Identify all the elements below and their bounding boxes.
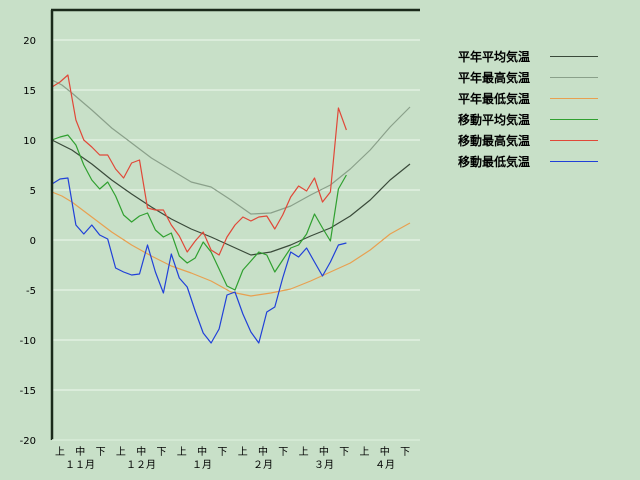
y-tick-label: 0 [30,236,36,247]
x-dekad-label: 下 [217,447,227,458]
legend: 平年平均気温 平年最高気温 平年最低気温 移動平均気温 移動最高気温 移動最低気… [458,46,598,172]
x-month-label: ４月 [375,459,395,471]
x-dekad-label: 上 [360,446,370,458]
x-dekad-label: 上 [116,446,126,458]
x-axis-tick-labels: 上中下上中下上中下上中下上中下上中下１１月 １２月 １月 ２月 ３月 ４月 [55,445,410,471]
x-month-label: ３月 [314,459,334,471]
x-dekad-label: 中 [197,445,207,458]
x-dekad-label: 上 [299,446,309,458]
x-dekad-label: 中 [75,445,85,458]
series-line-3 [51,134,347,291]
legend-swatch [550,161,598,162]
y-tick-label: 15 [23,86,36,97]
x-dekad-label: 下 [157,447,167,458]
legend-item: 移動最低気温 [458,151,598,172]
x-dekad-label: 下 [339,447,349,458]
x-dekad-label: 中 [136,445,146,458]
legend-item: 平年平均気温 [458,46,598,67]
x-month-label: １２月 [126,459,156,471]
legend-item: 移動最高気温 [458,130,598,151]
legend-label: 平年平均気温 [458,50,531,64]
series-line-2 [51,191,411,297]
legend-label: 移動最高気温 [458,134,531,148]
plot-area-background [52,10,420,440]
y-tick-label: -5 [26,286,36,297]
series-line-5 [51,177,347,344]
legend-label: 移動最低気温 [458,155,531,169]
legend-label: 平年最低気温 [458,92,531,106]
y-tick-label: -15 [20,386,36,397]
x-dekad-label: 下 [96,447,106,458]
series-line-4 [51,74,347,256]
legend-item: 移動平均気温 [458,109,598,130]
legend-item: 平年最高気温 [458,67,598,88]
x-dekad-label: 下 [400,447,410,458]
y-tick-label: 10 [23,136,36,147]
x-dekad-label: 中 [258,445,268,458]
series-line-1 [51,79,411,215]
x-dekad-label: 上 [177,446,187,458]
series-lines [51,74,411,344]
legend-item: 平年最低気温 [458,88,598,109]
x-dekad-label: 上 [55,446,65,458]
x-month-label: １月 [192,459,212,471]
grid-lines [52,39,420,391]
y-tick-label: 5 [30,186,36,197]
legend-swatch [550,56,598,57]
y-tick-label: -10 [20,336,36,347]
x-month-label: ２月 [253,459,273,471]
legend-swatch [550,77,598,78]
series-line-0 [51,139,411,256]
x-dekad-label: 上 [238,446,248,458]
legend-label: 平年最高気温 [458,71,531,85]
x-month-label: １１月 [65,459,95,471]
legend-swatch [550,98,598,99]
legend-swatch [550,119,598,120]
legend-swatch [550,140,598,141]
y-tick-label: 20 [23,36,36,47]
x-dekad-label: 中 [380,445,390,458]
y-axis-tick-labels: 20 15 10 5 0 -5 -10 -15 -20 [20,36,36,447]
legend-label: 移動平均気温 [458,113,531,127]
x-dekad-label: 下 [278,447,288,458]
x-dekad-label: 中 [319,445,329,458]
y-tick-label: -20 [20,436,36,447]
